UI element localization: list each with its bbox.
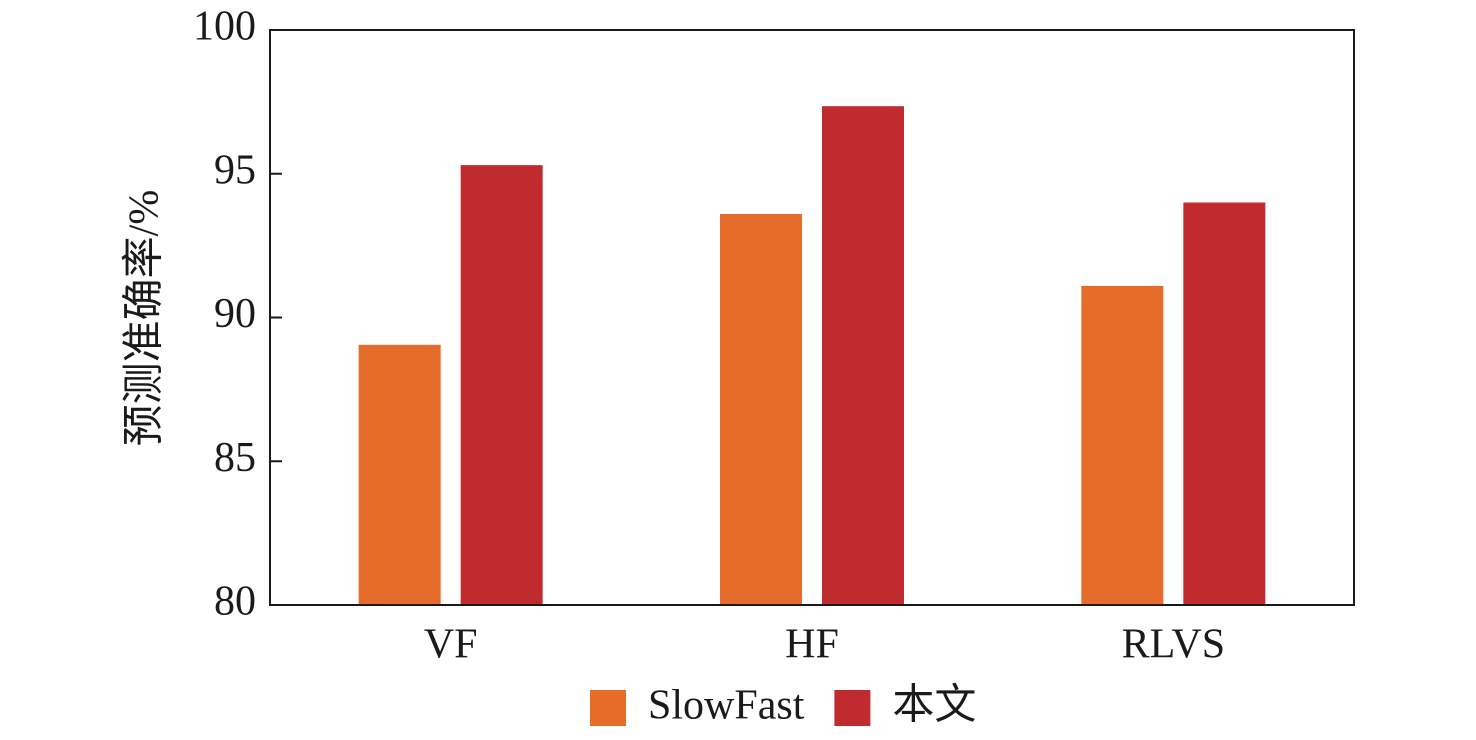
bar [822, 106, 904, 605]
bar [460, 165, 543, 605]
bar [1183, 202, 1266, 605]
legend-swatch [590, 690, 626, 726]
plot-frame [269, 29, 1355, 606]
x-tick-label: HF [785, 622, 839, 668]
y-tick-label: 95 [214, 147, 256, 193]
y-tick-label: 90 [214, 291, 256, 337]
legend-swatch [834, 690, 871, 726]
bar [720, 214, 802, 605]
legend-label: SlowFast [648, 683, 805, 729]
y-tick-label: 100 [193, 4, 256, 50]
x-tick-label: RLVS [1122, 622, 1226, 668]
legend-label: 本文 [892, 682, 976, 729]
x-tick-label: VF [424, 622, 478, 668]
bar [358, 344, 441, 605]
bar [1081, 285, 1164, 605]
y-axis-label: 预测准确率/% [121, 190, 168, 447]
y-tick-label: 85 [214, 435, 256, 481]
y-tick-label: 80 [214, 579, 256, 625]
